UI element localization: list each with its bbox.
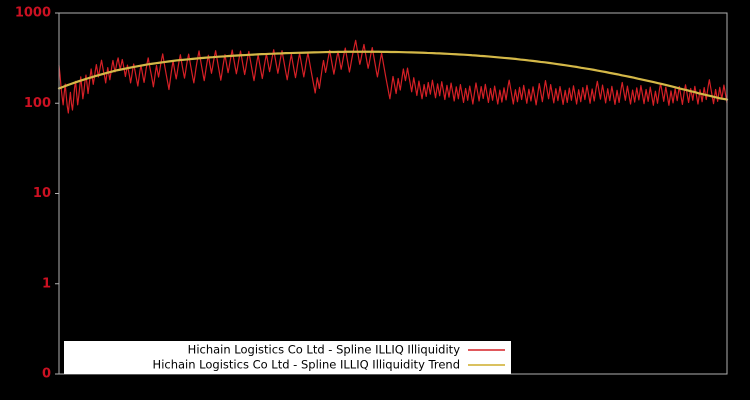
y-axis-tick-label: 100 (24, 96, 51, 111)
y-axis-tick-label: 1 (42, 276, 51, 291)
y-axis-tick-marks (55, 12, 59, 375)
chart-legend[interactable]: Hichain Logistics Co Ltd - Spline ILLIQ … (64, 341, 511, 374)
series-line-trend (57, 50, 729, 101)
plot-background (59, 13, 727, 374)
data-series-group (57, 39, 729, 114)
series-line-illiquidity (58, 39, 728, 114)
legend-label: Hichain Logistics Co Ltd - Spline ILLIQ … (188, 343, 461, 357)
y-axis-tick-label: 0 (42, 367, 51, 382)
y-axis-tick-label: 10 (33, 186, 51, 201)
legend-label: Hichain Logistics Co Ltd - Spline ILLIQ … (153, 358, 460, 372)
y-axis-tick-label: 1000 (15, 6, 51, 21)
legend-box (64, 341, 511, 374)
